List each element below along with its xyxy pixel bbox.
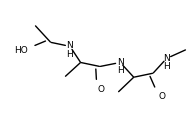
Text: N: N [67, 42, 73, 50]
Text: H: H [163, 62, 170, 71]
Text: H: H [67, 50, 73, 59]
Text: O: O [97, 85, 104, 94]
Text: N: N [117, 58, 124, 67]
Text: H: H [117, 66, 124, 75]
Text: HO: HO [14, 46, 27, 55]
Text: O: O [158, 92, 165, 101]
Text: N: N [163, 54, 170, 62]
